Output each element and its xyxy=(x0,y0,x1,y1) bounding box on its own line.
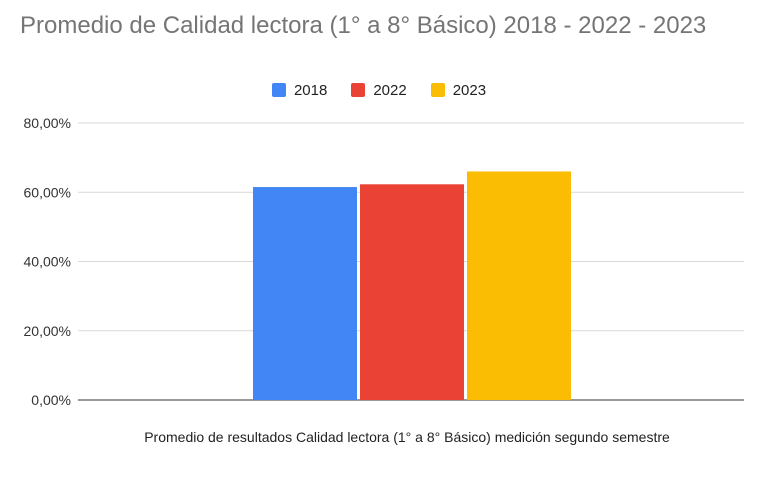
legend: 2018 2022 2023 xyxy=(0,80,758,100)
bar-2022 xyxy=(360,184,464,400)
y-tick-label: 0,00% xyxy=(31,392,71,408)
legend-label: 2023 xyxy=(452,81,487,99)
legend-label: 2018 xyxy=(293,81,328,99)
bar-2023 xyxy=(467,171,571,400)
legend-item-2023: 2023 xyxy=(430,80,487,100)
bar-2018 xyxy=(253,187,357,400)
legend-item-2018: 2018 xyxy=(271,80,328,100)
y-tick-label: 20,00% xyxy=(24,323,71,339)
legend-item-2022: 2022 xyxy=(351,80,407,100)
legend-swatch xyxy=(351,83,366,97)
y-tick-label: 40,00% xyxy=(24,254,71,270)
y-tick-label: 80,00% xyxy=(24,115,71,131)
legend-swatch xyxy=(430,83,445,97)
y-tick-label: 60,00% xyxy=(24,184,71,200)
legend-swatch xyxy=(271,83,286,97)
legend-label: 2022 xyxy=(373,81,407,99)
x-category-label: Promedio de resultados Calidad lectora (… xyxy=(144,429,670,445)
chart-title: Promedio de Calidad lectora (1° a 8° Bás… xyxy=(20,12,707,39)
